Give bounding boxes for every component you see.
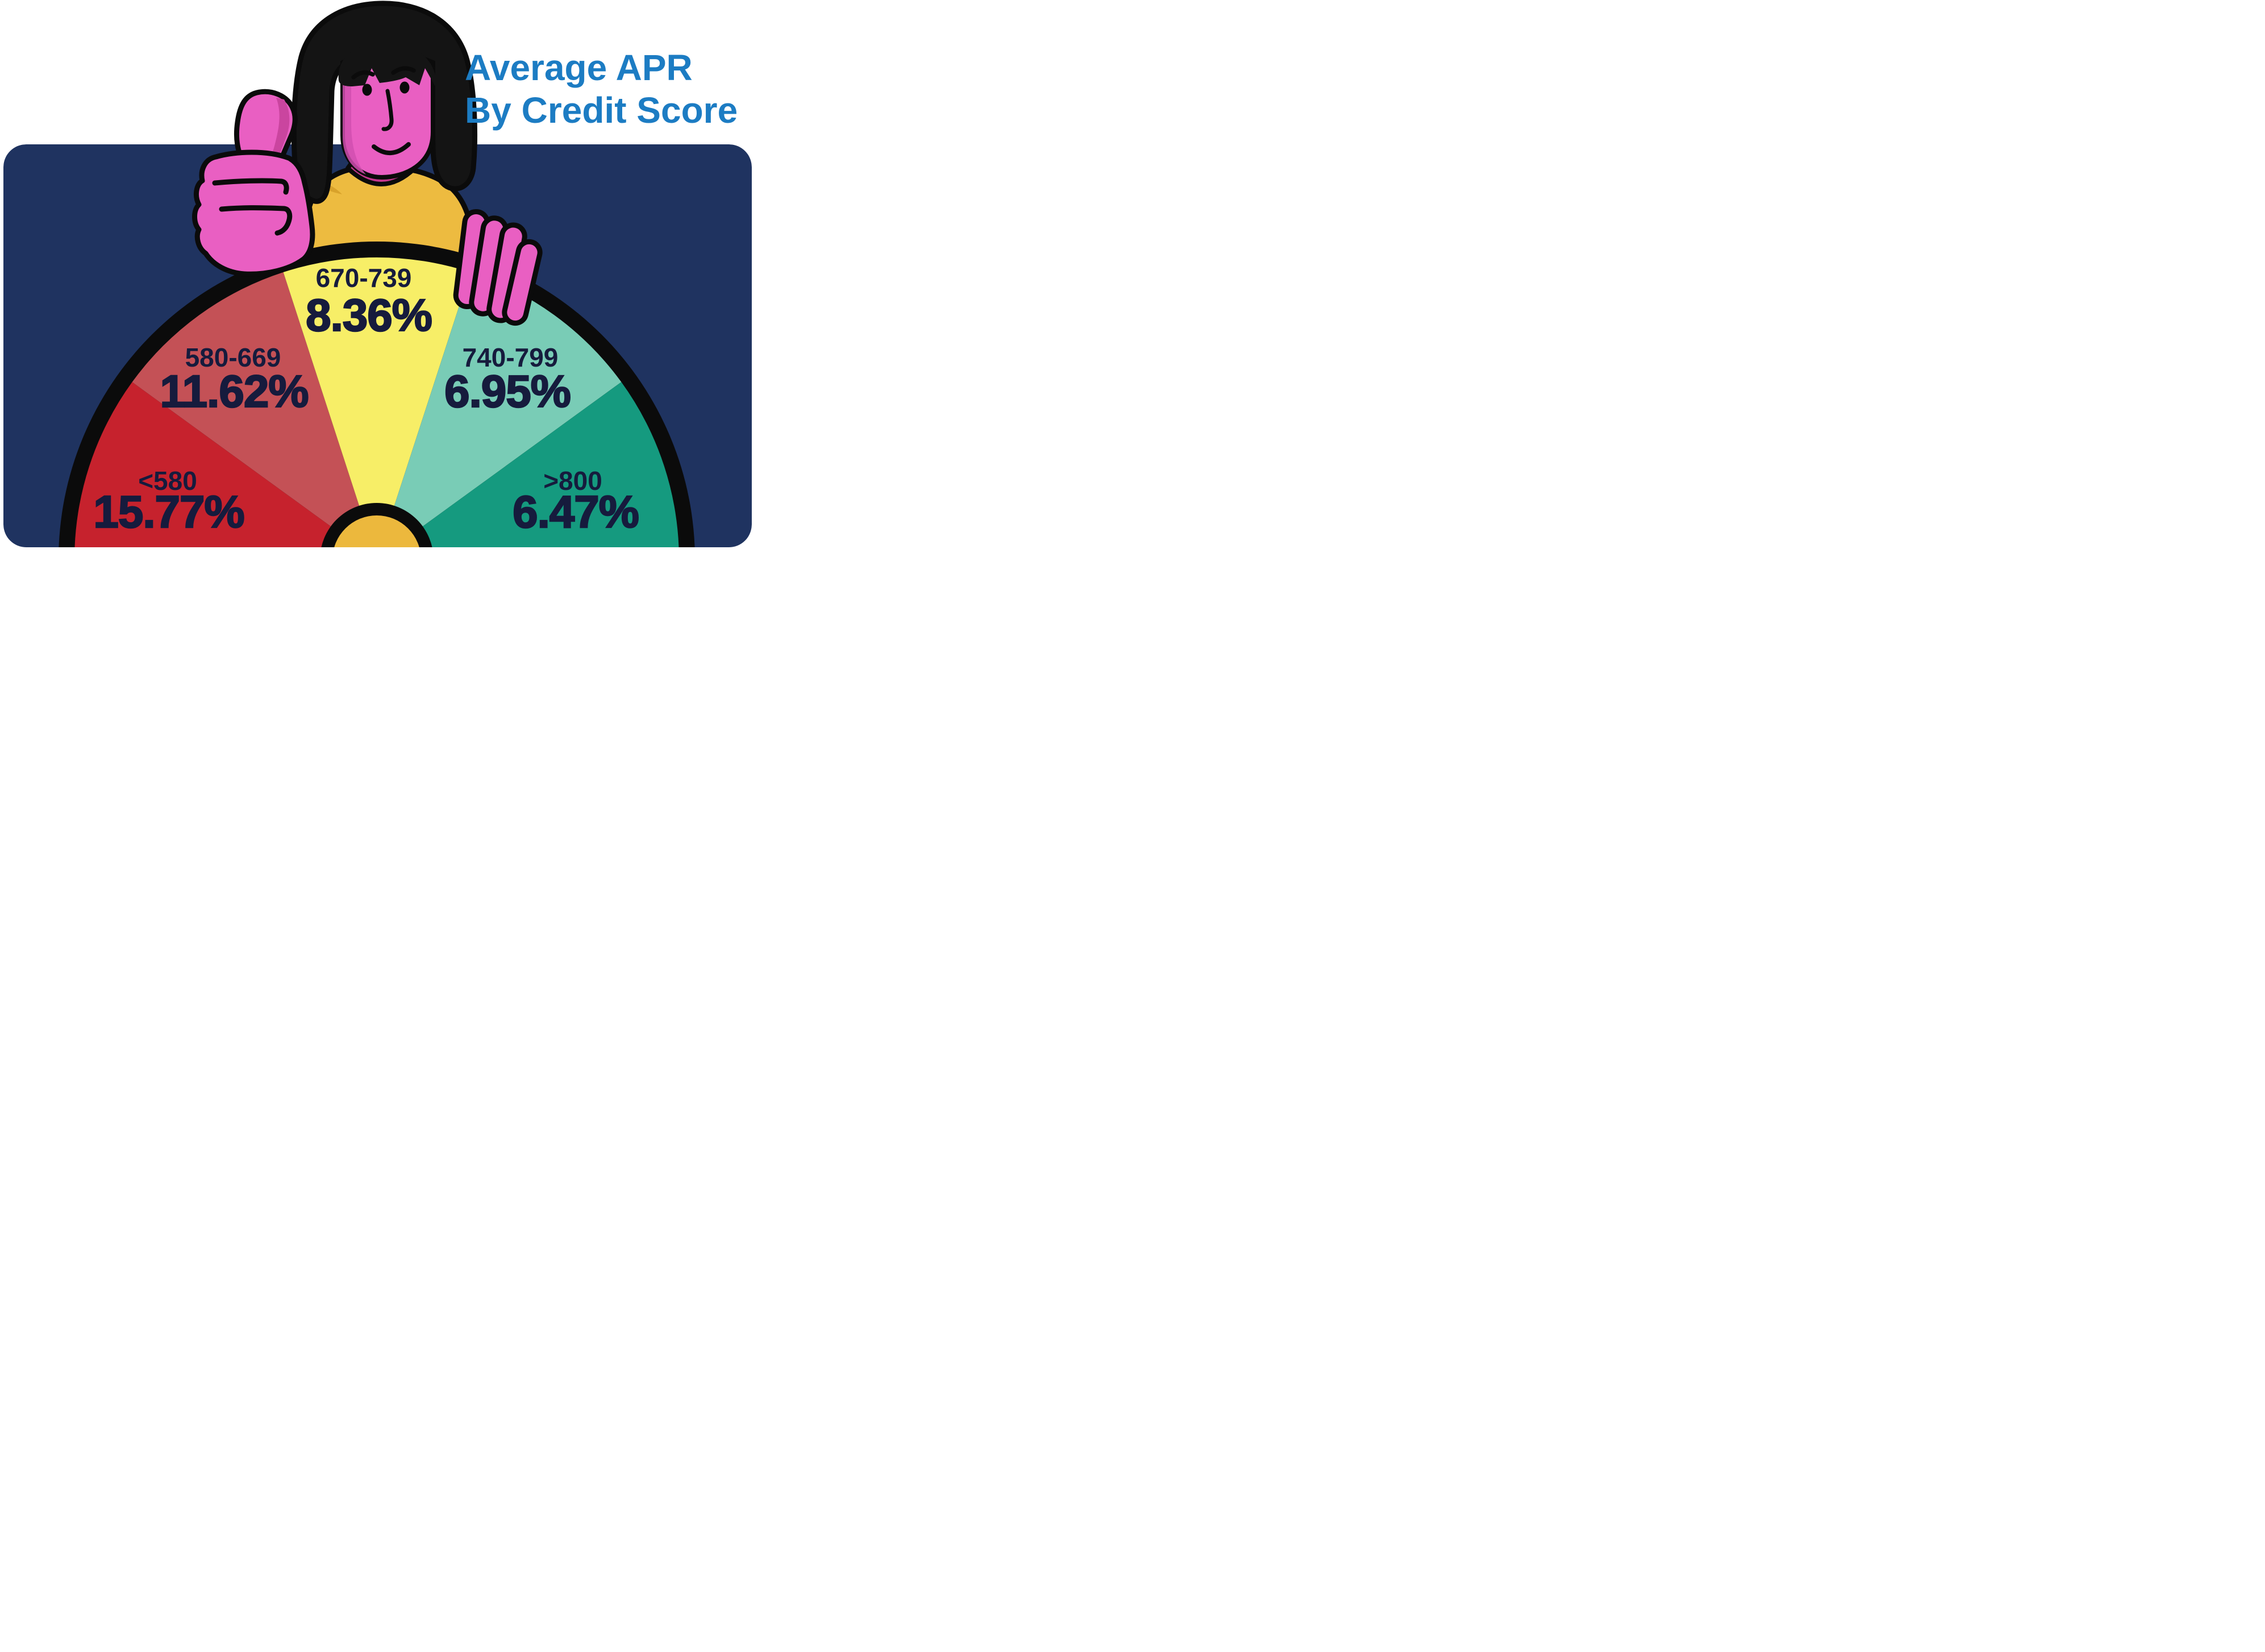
gauge-wedge-580-669 <box>132 272 377 547</box>
bangs <box>338 43 436 86</box>
gauge-wedge-under-580 <box>74 382 377 547</box>
range-label-580-669: 580-669 <box>185 343 281 372</box>
fist <box>192 149 315 277</box>
left-eyebrow <box>351 70 375 80</box>
thumb-shade <box>264 98 290 176</box>
apr-label-under-580: 15.77% <box>93 486 244 537</box>
right-hand <box>453 209 543 326</box>
right-eyebrow <box>391 66 416 75</box>
page-title: Average APR By Credit Score <box>465 47 738 132</box>
apr-label-over-800: 6.47% <box>513 486 639 537</box>
range-label-740-799: 740-799 <box>463 343 559 372</box>
nose <box>381 89 394 131</box>
smile <box>372 142 411 156</box>
finger-4 <box>502 239 543 326</box>
fist-crease-lower <box>219 205 293 236</box>
thumbs-up-hand <box>192 89 315 277</box>
gauge-hub <box>332 515 421 547</box>
gauge-wedge-over-800 <box>377 382 679 547</box>
title-line-2: By Credit Score <box>465 90 738 131</box>
apr-label-580-669: 11.62% <box>160 366 309 417</box>
range-label-under-580: <580 <box>138 466 197 496</box>
character-woman <box>192 1 543 326</box>
title-line-1: Average APR <box>465 47 693 88</box>
face-shade <box>343 74 366 174</box>
gauge-wedge-670-739 <box>283 257 471 547</box>
apr-label-670-739: 8.36% <box>306 290 432 340</box>
infographic: <580 15.77% 580-669 11.62% 670-739 8.36%… <box>0 0 755 551</box>
range-label-670-739: 670-739 <box>316 263 412 293</box>
fist-crease-upper <box>212 178 289 195</box>
gauge-wedge-740-799 <box>377 272 622 547</box>
range-label-over-800: >800 <box>543 466 602 496</box>
right-eye <box>399 81 410 94</box>
gauge-illustration: <580 15.77% 580-669 11.62% 670-739 8.36%… <box>3 1 752 547</box>
apr-label-740-799: 6.95% <box>444 366 571 417</box>
left-eye <box>362 84 372 96</box>
